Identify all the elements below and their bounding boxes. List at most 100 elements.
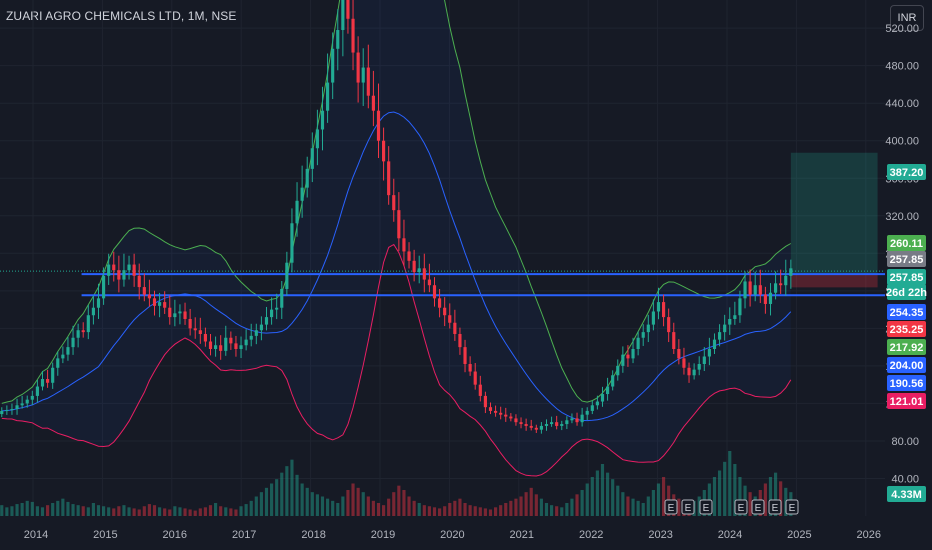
candle-body [697, 364, 701, 370]
volume-bar [717, 470, 722, 516]
candle-body [310, 148, 314, 169]
volume-bar [661, 477, 666, 516]
candle-body [417, 268, 421, 273]
volume-bar [336, 503, 340, 516]
price-badge [887, 284, 926, 300]
candle-body [173, 313, 177, 318]
candle-body [320, 110, 325, 130]
candle-body [40, 379, 45, 387]
volume-bar [5, 507, 9, 516]
volume-bar [66, 501, 70, 516]
volume-bar [219, 506, 223, 516]
volume-bar [641, 503, 645, 516]
price-badge-label: 204.00 [890, 360, 924, 372]
price-badge [887, 393, 926, 409]
candle-body [723, 324, 727, 333]
x-tick-label: 2019 [371, 529, 395, 541]
candle-body [163, 302, 167, 308]
volume-bar [773, 472, 778, 516]
price-badges: 387.20 260.11 257.85 257.85 26d 22h 254.35 235… [886, 164, 927, 502]
candle-body [30, 395, 34, 400]
volume-bar [402, 490, 406, 516]
volume-bar [371, 500, 375, 516]
y-tick-label: 480.00 [885, 61, 919, 73]
candle-body [147, 294, 151, 299]
candle-body [748, 281, 752, 295]
candle-body [458, 333, 462, 348]
candle-body [81, 330, 85, 333]
candle-body [784, 275, 788, 286]
volume-bar [81, 506, 85, 516]
volume-bar [397, 485, 401, 516]
candle-body [397, 210, 401, 239]
candle-body [667, 317, 671, 333]
projection-target-zone [790, 152, 878, 275]
volume-bar [295, 474, 299, 516]
volume-bar [259, 492, 263, 516]
volume-bar [590, 477, 594, 516]
volume-bar [779, 481, 783, 516]
candle-body [259, 324, 263, 331]
currency-selector[interactable]: INR [890, 5, 924, 31]
price-badge [887, 357, 926, 373]
volume-bar [46, 505, 50, 516]
volume-bar [560, 507, 564, 516]
volume-bar [224, 507, 228, 516]
candle-body [351, 18, 355, 53]
y-tick-label: 80.00 [891, 436, 919, 448]
candle-body [275, 307, 279, 310]
candle-body [356, 52, 360, 83]
volume-bar [35, 506, 39, 516]
volume-bar [519, 496, 523, 516]
candle-body [315, 129, 319, 149]
candle-body [448, 315, 452, 323]
volume-bar [438, 508, 442, 516]
price-badge [887, 269, 926, 285]
price-badge [887, 304, 926, 320]
volume-bar [534, 494, 538, 516]
earnings-marker-label: E [772, 503, 779, 514]
volume-bar [346, 490, 350, 516]
candle-body [499, 412, 503, 415]
volume-bar [300, 483, 304, 516]
volume-bar [244, 504, 248, 516]
volume-bar [728, 451, 732, 516]
candle-body [483, 395, 487, 408]
bb-basis-line [1, 111, 792, 422]
x-tick-label: 2023 [648, 529, 672, 541]
volume-bar [387, 498, 391, 516]
candle-body [743, 281, 747, 299]
volume-bar [631, 498, 635, 516]
earnings-marker [664, 499, 678, 515]
candle-body [61, 354, 65, 359]
candle-body [270, 309, 274, 318]
volume-bar [651, 490, 655, 516]
volume-bar [585, 483, 589, 516]
chart-title: ZUARI AGRO CHEMICALS LTD, 1M, NSE [6, 9, 237, 23]
candle-body [244, 339, 248, 346]
volume-bar [0, 505, 4, 516]
candle-body [524, 424, 528, 426]
candle-body [188, 318, 192, 329]
candle-body [728, 318, 732, 325]
volume-bar [10, 506, 14, 516]
price-badge [887, 251, 926, 267]
candle-body [76, 330, 80, 338]
candle-body [183, 311, 187, 319]
candle-body [656, 302, 661, 312]
candle-body [626, 354, 630, 359]
volume-bar [600, 464, 605, 516]
candle-body [661, 302, 666, 318]
candle-body [112, 264, 116, 271]
volume-bar [499, 505, 503, 516]
volume-bar [315, 494, 319, 516]
volume-bar [432, 507, 437, 516]
volume-bar [147, 504, 151, 516]
candle-body [117, 270, 121, 280]
volume-bar [51, 503, 55, 516]
candle-body [371, 95, 375, 111]
candle-body [641, 332, 645, 338]
candle-body [15, 405, 19, 410]
candle-body [249, 335, 253, 340]
